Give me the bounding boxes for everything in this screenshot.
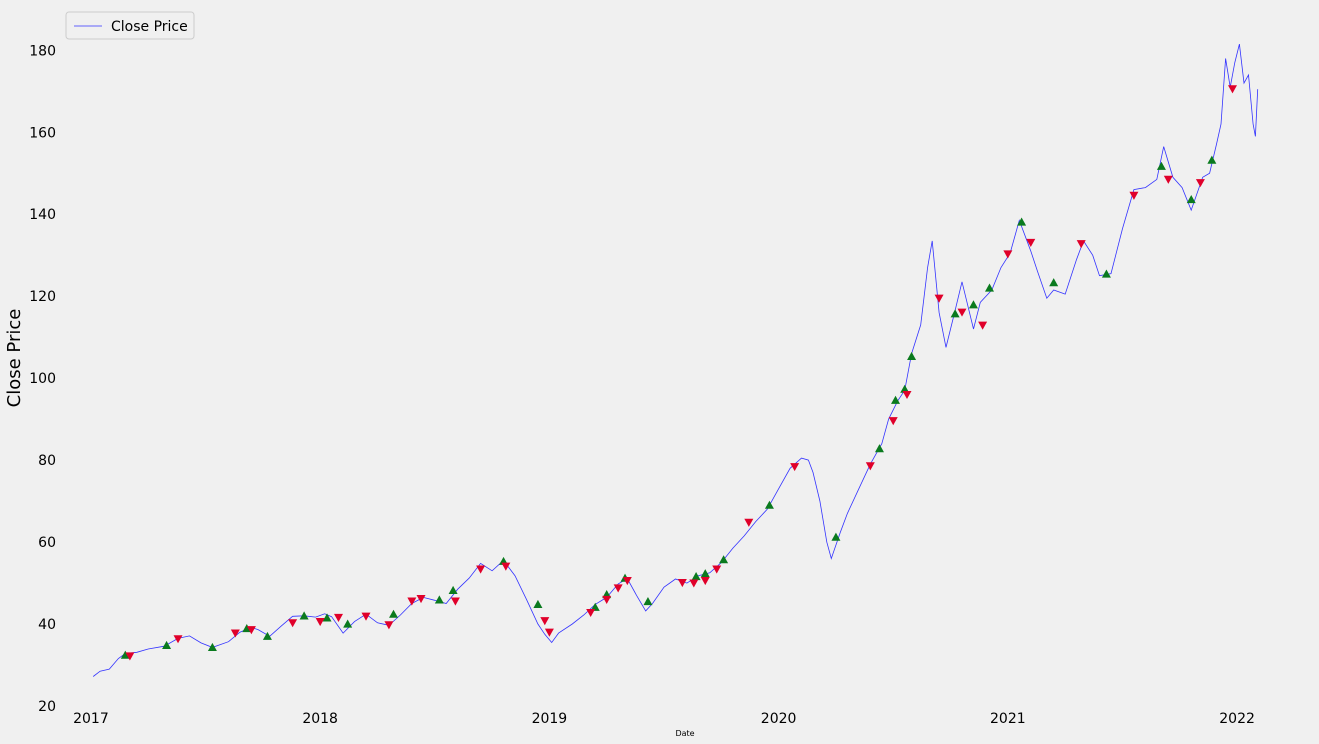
buy-signal-marker [950, 309, 960, 318]
buy-signal-marker [1049, 278, 1059, 287]
x-tick-label: 2018 [302, 711, 338, 727]
sell-signal-marker [173, 635, 183, 644]
y-tick-label: 100 [29, 371, 56, 387]
sell-signal-marker [865, 462, 875, 471]
buy-signal-marker [968, 300, 978, 309]
buy-signal-marker [1186, 194, 1196, 204]
sell-signal-marker [1129, 191, 1139, 200]
buy-signal-marker [299, 611, 309, 620]
sell-signal-marker [677, 579, 687, 588]
sell-signal-marker [622, 576, 632, 586]
sell-signal-marker [544, 628, 554, 637]
sell-signal-marker [689, 579, 699, 588]
buy-signal-marker [343, 619, 353, 628]
buy-signal-marker [891, 395, 901, 404]
legend-box [65, 11, 195, 40]
buy-signal-marker [162, 640, 172, 649]
buy-signal-marker [719, 555, 729, 564]
sell-signal-marker [602, 595, 612, 604]
buy-signal-marker [831, 532, 841, 541]
sell-signal-marker [230, 629, 240, 638]
sell-signal-marker [125, 652, 135, 661]
sell-signal-marker [1163, 175, 1173, 184]
sell-signal-marker [1195, 179, 1205, 188]
buy-signal-marker [262, 631, 272, 640]
sell-signal-marker [902, 390, 912, 400]
sell-signal-marker [934, 294, 944, 303]
close-price-line [92, 44, 1259, 677]
sell-signal-marker [712, 565, 722, 574]
buy-signal-marker [764, 500, 774, 509]
buy-signal-marker [1017, 217, 1027, 226]
sell-signal-marker [501, 562, 511, 571]
sell-signal-marker [1003, 250, 1013, 259]
y-tick-label: 60 [38, 535, 56, 551]
sell-signal-marker [888, 417, 898, 426]
y-tick-label: 160 [29, 125, 56, 141]
x-tick-label: 2021 [990, 711, 1026, 727]
sell-signal-marker [407, 597, 417, 606]
x-tick-label: 2022 [1219, 711, 1255, 727]
sell-signal-marker [246, 626, 256, 635]
buy-signal-marker [533, 599, 543, 608]
sell-signal-marker [416, 595, 426, 604]
buy-signal-marker [900, 384, 910, 393]
buy-signal-marker [1207, 155, 1217, 164]
sell-signal-marker [744, 518, 754, 527]
sell-signal-marker [476, 565, 486, 574]
buy-signal-marker [207, 642, 217, 651]
buy-signal-marker [874, 444, 884, 453]
y-tick-label: 120 [29, 289, 56, 305]
y-tick-label: 40 [38, 617, 56, 633]
sell-signal-marker [384, 621, 394, 630]
buy-signal-marker [1101, 269, 1111, 278]
x-axis-title: Date [675, 729, 694, 738]
x-tick-label: 2020 [761, 711, 797, 727]
buy-signal-marker [242, 624, 252, 633]
buy-signal-marker [590, 602, 600, 611]
x-tick-label: 2017 [73, 711, 109, 727]
sell-signal-marker [540, 617, 550, 626]
sell-signal-marker [450, 597, 460, 606]
sell-signal-marker [333, 613, 343, 622]
buy-signal-marker [322, 613, 332, 622]
sell-signal-marker [315, 617, 325, 627]
buy-signal-marker [700, 569, 710, 578]
signal-markers [120, 85, 1237, 661]
buy-signal-marker [985, 283, 995, 292]
buy-signal-marker [907, 351, 917, 361]
sell-signal-marker [586, 608, 596, 618]
buy-signal-marker [120, 650, 130, 659]
sell-signal-marker [790, 463, 800, 472]
buy-signal-marker [691, 571, 701, 581]
sell-signal-marker [700, 576, 710, 586]
sell-signal-marker [361, 612, 371, 621]
y-tick-label: 180 [29, 43, 56, 59]
buy-signal-marker [643, 596, 653, 606]
sell-signal-marker [613, 584, 623, 593]
buy-signal-marker [448, 585, 458, 595]
y-axis-title: Close Price [4, 309, 25, 408]
buy-signal-marker [1156, 161, 1166, 170]
x-tick-label: 2019 [532, 711, 568, 727]
sell-signal-marker [1227, 85, 1237, 94]
legend-label: Close Price [111, 19, 188, 35]
y-tick-label: 140 [29, 207, 56, 223]
legend: Close Price [65, 11, 195, 40]
sell-signal-marker [957, 308, 967, 317]
y-tick-label: 80 [38, 453, 56, 469]
buy-signal-marker [389, 609, 399, 618]
y-axis-ticks: 20 40 60 80 100 120 140 160 180 [29, 43, 56, 715]
sell-signal-marker [1076, 240, 1086, 249]
y-tick-label: 20 [38, 699, 56, 715]
sell-signal-marker [978, 321, 988, 330]
sell-signal-marker [1026, 238, 1036, 247]
x-axis-ticks: 2017 2018 2019 2020 2021 2022 [73, 711, 1255, 727]
sell-signal-marker [288, 619, 298, 628]
buy-signal-marker [434, 595, 444, 604]
